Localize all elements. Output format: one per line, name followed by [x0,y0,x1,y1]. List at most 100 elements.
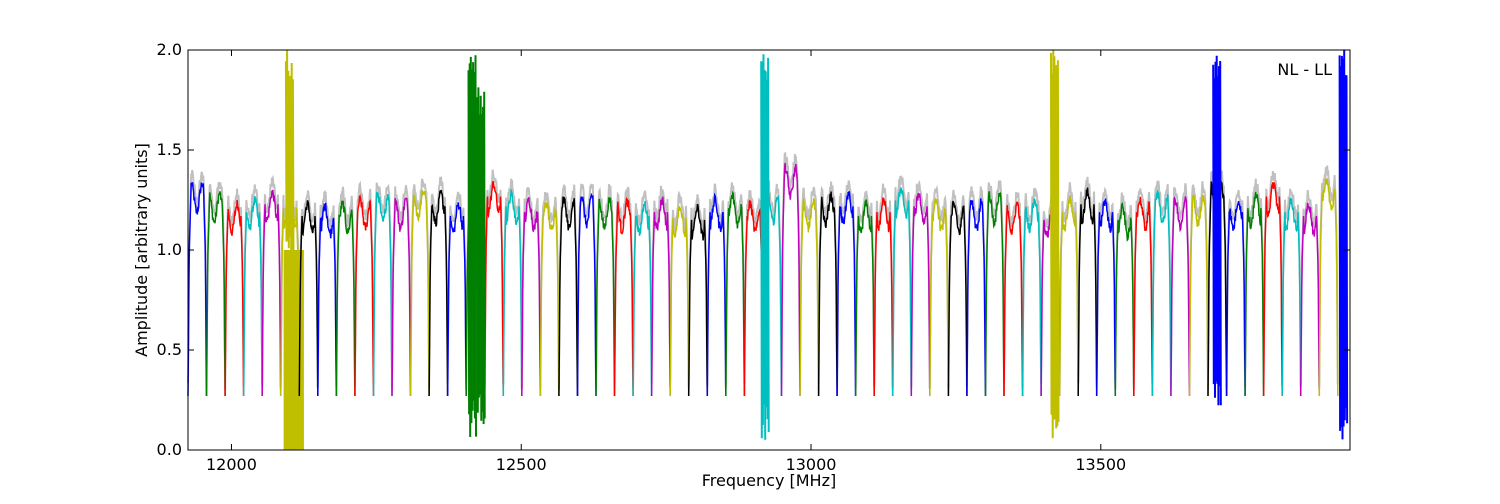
channel-trace [650,196,671,397]
channel-trace [539,201,560,397]
background-trace-segment [910,179,931,389]
background-trace-segment [836,180,857,390]
spike-trace [1338,49,1349,440]
background-trace-segment [1169,183,1191,387]
background-trace-segment [520,186,542,390]
channel-trace [854,199,875,397]
background-trace-segment [391,185,412,390]
spike-trace [760,54,770,440]
channel-trace [780,162,801,397]
background-trace-segment [409,178,431,388]
background-trace-segment [799,186,820,390]
spike-trace [1050,50,1060,439]
channel-trace [1188,194,1209,397]
y-tick-label: 1.5 [157,140,182,159]
channel-trace [317,202,338,397]
channel-traces [187,162,1339,397]
background-trace-segment [353,180,375,388]
channel-trace [910,192,931,397]
channel-trace [873,197,894,397]
channel-trace [521,197,542,397]
channel-trace [613,196,634,397]
channel-trace [205,191,226,397]
channel-trace [409,190,430,397]
channel-trace [1281,197,1302,397]
channel-trace [187,182,208,397]
channel-trace [1021,198,1042,397]
y-tick-label: 1.0 [157,240,182,259]
channel-trace [1058,195,1079,397]
channel-trace [298,200,319,397]
background-trace-segment [595,184,616,391]
channel-trace [1151,190,1172,397]
channel-trace [1095,198,1117,397]
background-trace-segment [965,186,987,390]
channel-trace [1299,202,1321,397]
channel-trace [335,200,356,397]
channel-trace [1114,201,1135,397]
channel-trace [224,200,245,397]
background-trace-segment [613,186,635,388]
channel-trace [799,197,820,397]
background-trace-segment [261,174,282,387]
background-trace-segment [316,189,338,388]
channel-trace [1225,200,1246,397]
channel-trace [446,202,467,397]
channel-trace [354,194,375,397]
background-trace-segment [1225,189,1247,390]
channel-trace [817,191,838,397]
y-tick-label: 2.0 [157,40,182,59]
background-trace-segment [1003,192,1024,388]
channel-trace [984,191,1005,397]
channel-trace [836,191,857,397]
channel-trace [595,197,616,397]
background-trace-segment [1151,180,1172,389]
background-trace-segment [576,183,597,390]
y-tick-label: 0.5 [157,340,182,359]
channel-trace [391,197,412,397]
channel-trace [725,190,746,397]
channel-trace [502,189,523,397]
background-trace-segment [928,185,950,390]
channel-trace [687,203,709,397]
channel-trace [1262,181,1283,397]
spike-trace [467,55,477,438]
channel-trace [891,187,913,397]
channel-trace [483,180,505,397]
spike-trace [476,87,486,425]
spike-traces [284,49,1349,440]
x-tick-label: 12000 [206,455,257,474]
channel-trace [558,196,579,397]
channel-trace [669,205,690,397]
x-tick-label: 12500 [496,455,547,474]
background-trace-segment [205,181,227,389]
x-axis-label: Frequency [MHz] [702,471,836,490]
channel-trace [1077,187,1098,397]
background-trace-segment [817,181,839,383]
x-tick-label: 13000 [786,455,837,474]
background-trace-segment [1132,188,1154,385]
channel-trace [947,200,968,397]
channel-trace [966,198,987,397]
background-trace-segment [1095,186,1117,390]
channel-trace [261,189,282,397]
channel-trace [372,191,393,397]
background-trace-segment [780,151,801,390]
background-trace-segment [854,190,876,389]
channel-trace [1003,201,1024,397]
channel-trace [1170,196,1191,397]
background-trace-segment [446,191,468,391]
spike-trace [1212,55,1222,406]
background-trace-segment [984,180,1005,386]
background-trace-segment [724,182,746,389]
y-tick-label: 0.0 [157,440,182,459]
background-trace-segment [632,190,653,386]
background-trace-segment [372,182,393,388]
y-axis-label: Amplitude [arbitrary units] [132,143,151,357]
channel-trace [242,195,263,397]
channel-trace [1133,196,1154,397]
channel-trace [1318,178,1339,397]
background-trace-segment [224,188,245,390]
